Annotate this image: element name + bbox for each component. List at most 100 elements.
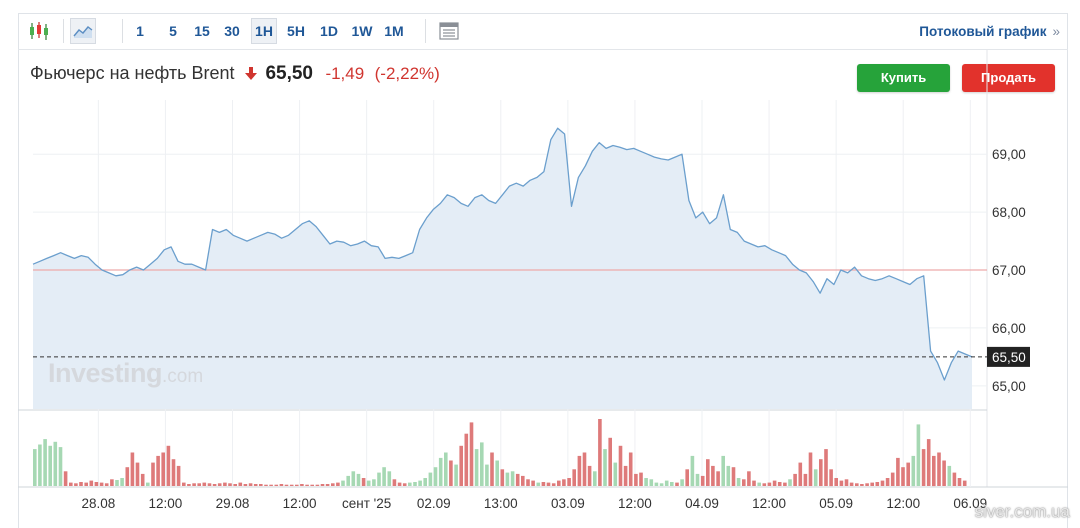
volume-bar <box>336 482 340 486</box>
volume-bar <box>706 459 710 486</box>
timeframe-1[interactable]: 1 <box>136 23 144 39</box>
volume-bar <box>731 467 736 486</box>
volume-bar <box>325 484 330 486</box>
volume-bar <box>521 475 525 486</box>
volume-bar <box>772 480 777 486</box>
volume-bar <box>700 475 705 486</box>
volume-bar <box>742 479 746 486</box>
volume-bar <box>331 483 335 486</box>
volume-bar <box>926 439 931 486</box>
volume-bar <box>726 465 731 486</box>
volume-bar <box>721 455 725 487</box>
volume-bar <box>217 483 222 486</box>
timeframe-5[interactable]: 5 <box>169 23 177 39</box>
x-tick-label: 03.09 <box>551 496 585 511</box>
timeframe-1d[interactable]: 1D <box>320 23 338 39</box>
volume-bar <box>176 465 181 486</box>
streaming-chart-link-label: Потоковый график <box>919 24 1047 39</box>
volume-bar <box>783 482 787 486</box>
volume-bar <box>860 484 864 486</box>
volume-bar <box>413 482 417 486</box>
volume-bar <box>546 482 551 486</box>
volume-bar <box>120 478 124 486</box>
table-view-button[interactable] <box>436 18 462 44</box>
volume-bar <box>495 460 499 486</box>
volume-bar <box>577 455 582 487</box>
volume-bar <box>341 480 345 486</box>
site-watermark: siver.com.ua <box>974 502 1070 521</box>
volume-bar <box>947 465 952 486</box>
volume-bar <box>346 475 350 486</box>
volume-bar <box>824 449 828 486</box>
volume-bar <box>541 482 546 486</box>
timeframe-5h[interactable]: 5H <box>287 23 305 39</box>
volume-bar <box>572 469 576 487</box>
volume-bar <box>526 479 530 486</box>
volume-bar <box>562 479 566 486</box>
y-tick-label: 65,00 <box>992 379 1026 394</box>
timeframe-1w[interactable]: 1W <box>351 23 373 39</box>
volume-bar <box>875 482 880 486</box>
timeframe-30[interactable]: 30 <box>224 23 240 39</box>
volume-bar <box>644 478 648 486</box>
volume-bar <box>248 483 253 486</box>
volume-bar <box>551 483 556 486</box>
candlestick-chart-button[interactable] <box>26 18 52 44</box>
streaming-chart-link[interactable]: Потоковый график » <box>919 13 1060 50</box>
volume-bar <box>834 478 838 486</box>
current-price-label: 65,50 <box>992 350 1026 365</box>
volume-bar <box>454 464 458 486</box>
volume-bar <box>844 479 849 486</box>
volume-bar <box>793 473 797 486</box>
volume-bar <box>130 452 135 486</box>
price-line <box>32 127 973 381</box>
volume-bar <box>490 452 494 486</box>
x-tick-label: сент '25 <box>342 496 391 511</box>
sell-button[interactable]: Продать <box>962 64 1055 92</box>
volume-bar <box>649 479 654 486</box>
volume-bar <box>623 465 628 486</box>
volume-bar <box>377 472 381 486</box>
volume-bar <box>849 482 854 486</box>
current-price-tag <box>987 346 1030 367</box>
volume-bar <box>531 480 535 486</box>
volume-bar <box>634 473 638 486</box>
volume-bar <box>366 480 371 486</box>
volume-bar <box>264 484 268 486</box>
volume-bar <box>94 482 99 486</box>
volume-bar <box>300 484 304 486</box>
volume-bar <box>469 422 474 486</box>
volume-bar <box>510 471 515 486</box>
timeframe-1m[interactable]: 1M <box>384 23 404 39</box>
volume-bar <box>295 484 299 486</box>
volume-bar <box>53 441 58 486</box>
volume-bar <box>351 471 356 486</box>
volume-bar <box>305 484 309 486</box>
price-change: -1,49 <box>325 64 365 83</box>
timeframe-15[interactable]: 15 <box>194 23 210 39</box>
line-chart-icon <box>73 26 93 38</box>
volume-bar <box>813 469 818 487</box>
volume-bar <box>63 471 68 486</box>
volume-bar <box>397 482 402 486</box>
volume-bar <box>202 482 207 486</box>
volume-bar <box>428 472 433 486</box>
buy-button[interactable]: Купить <box>857 64 950 92</box>
volume-bar <box>89 480 94 486</box>
volume-bar <box>402 483 407 486</box>
x-tick-label: 28.08 <box>81 496 115 511</box>
volume-bar <box>38 444 42 486</box>
volume-bar <box>84 482 88 486</box>
volume-bar <box>79 482 83 486</box>
toolbar-divider <box>425 19 426 43</box>
x-tick-label: 12:00 <box>149 496 183 511</box>
x-tick-label: 29.08 <box>216 496 250 511</box>
volume-bar <box>207 483 212 486</box>
investing-logo-watermark: Investing.com <box>48 358 203 389</box>
y-tick-label: 66,00 <box>992 321 1026 336</box>
x-tick-label: 12:00 <box>283 496 317 511</box>
timeframe-1h[interactable]: 1H <box>251 18 277 44</box>
volume-bar <box>372 479 376 486</box>
line-chart-button[interactable] <box>70 18 96 44</box>
